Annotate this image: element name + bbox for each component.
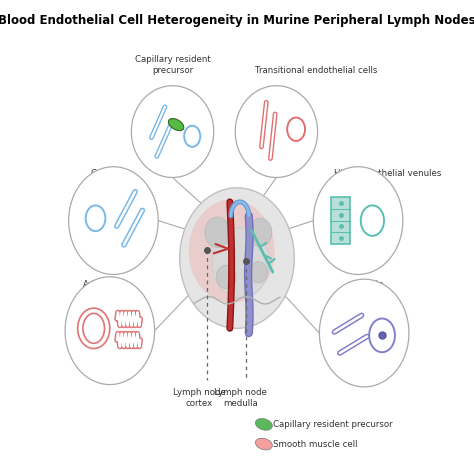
Text: Capillary resident precursor: Capillary resident precursor: [273, 420, 392, 429]
Ellipse shape: [255, 419, 273, 430]
Ellipse shape: [249, 262, 267, 283]
Ellipse shape: [180, 188, 294, 328]
Text: Blood Endothelial Cell Heterogeneity in Murine Peripheral Lymph Nodes: Blood Endothelial Cell Heterogeneity in …: [0, 15, 474, 27]
Text: High endothelial venules: High endothelial venules: [334, 169, 441, 178]
Text: Capillary resident
precursor: Capillary resident precursor: [135, 55, 210, 75]
Text: Lymph node
cortex: Lymph node cortex: [173, 388, 226, 408]
Text: Capillary: Capillary: [90, 169, 128, 178]
Ellipse shape: [235, 86, 318, 177]
Ellipse shape: [131, 86, 214, 177]
FancyBboxPatch shape: [331, 197, 350, 244]
Ellipse shape: [189, 200, 274, 302]
Ellipse shape: [212, 228, 269, 298]
Ellipse shape: [168, 118, 184, 131]
Ellipse shape: [313, 167, 403, 274]
Text: Transitional endothelial cells: Transitional endothelial cells: [255, 66, 377, 75]
Text: Vein: Vein: [366, 280, 384, 289]
Ellipse shape: [69, 167, 158, 274]
Ellipse shape: [319, 279, 409, 387]
Text: Lymph node
medulla: Lymph node medulla: [214, 388, 267, 408]
Ellipse shape: [255, 438, 273, 450]
Text: Smooth muscle cell: Smooth muscle cell: [273, 439, 357, 448]
Ellipse shape: [205, 217, 230, 247]
Text: Artery: Artery: [83, 280, 110, 289]
Ellipse shape: [249, 218, 272, 246]
Ellipse shape: [217, 265, 236, 289]
Ellipse shape: [65, 277, 155, 384]
